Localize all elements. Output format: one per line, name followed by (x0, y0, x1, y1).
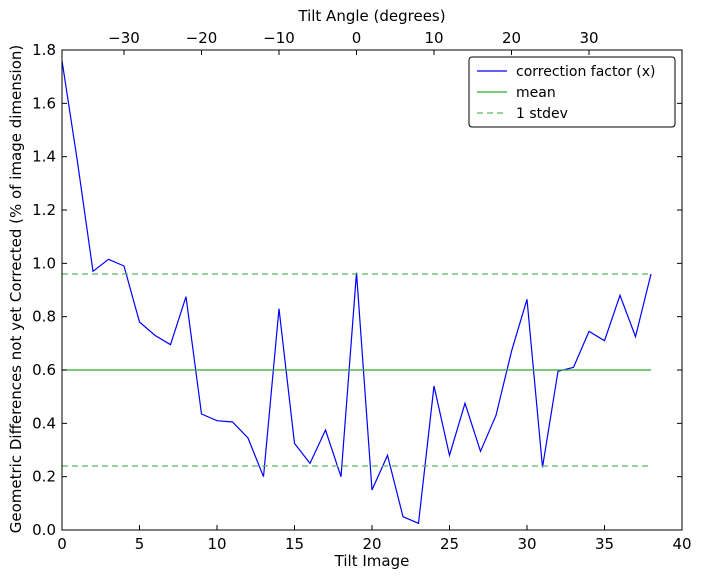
y-tick-label: 0.6 (32, 361, 56, 379)
series-line-0 (61, 60, 652, 525)
x-tick-label: 0 (57, 535, 67, 553)
y-tick-label: 0.0 (32, 521, 56, 539)
x2-tick-label: −20 (186, 29, 218, 47)
y-tick-label: 0.8 (32, 308, 56, 326)
plot-area (62, 50, 682, 530)
x2-tick-label: 0 (352, 29, 362, 47)
x-tick-label: 25 (440, 535, 459, 553)
y-tick-label: 1.6 (32, 94, 56, 112)
y-tick-label: 0.2 (32, 468, 56, 486)
legend-label: mean (516, 85, 556, 101)
legend-label: correction factor (x) (516, 64, 655, 80)
x2-tick-label: −10 (263, 29, 295, 47)
axes-layer: 0 5 10 15 20 25 30 35 40 0.0 0.2 0.4 0.6 0.8 1.0 1.2 1.4… (32, 29, 691, 553)
x2-tick-label: 10 (424, 29, 443, 47)
y-tick-label: 1.0 (32, 254, 56, 272)
x2-tick-label: 30 (579, 29, 598, 47)
x2-axis-label: Tilt Angle (degrees) (297, 7, 445, 25)
x-tick-label: 40 (672, 535, 691, 553)
legend-label: 1 stdev (516, 106, 568, 122)
x-tick-label: 30 (517, 535, 536, 553)
x-tick-label: 5 (135, 535, 145, 553)
x2-tick-label: −30 (108, 29, 140, 47)
x-axis-label: Tilt Image (334, 552, 410, 570)
x-tick-label: 10 (207, 535, 226, 553)
y-axis-label: Geometric Differences not yet Corrected … (7, 45, 25, 534)
series-layer (61, 60, 652, 525)
y-tick-label: 1.2 (32, 201, 56, 219)
legend: correction factor (x) mean 1 stdev (468, 56, 676, 128)
legend-box (468, 56, 676, 128)
y-tick-label: 1.8 (32, 41, 56, 59)
x-tick-label: 35 (595, 535, 614, 553)
plot-background (62, 50, 682, 530)
x-tick-label: 15 (285, 535, 304, 553)
x2-tick-label: 20 (502, 29, 521, 47)
y-tick-label: 0.4 (32, 414, 56, 432)
y-tick-label: 1.4 (32, 148, 56, 166)
x-tick-label: 20 (362, 535, 381, 553)
